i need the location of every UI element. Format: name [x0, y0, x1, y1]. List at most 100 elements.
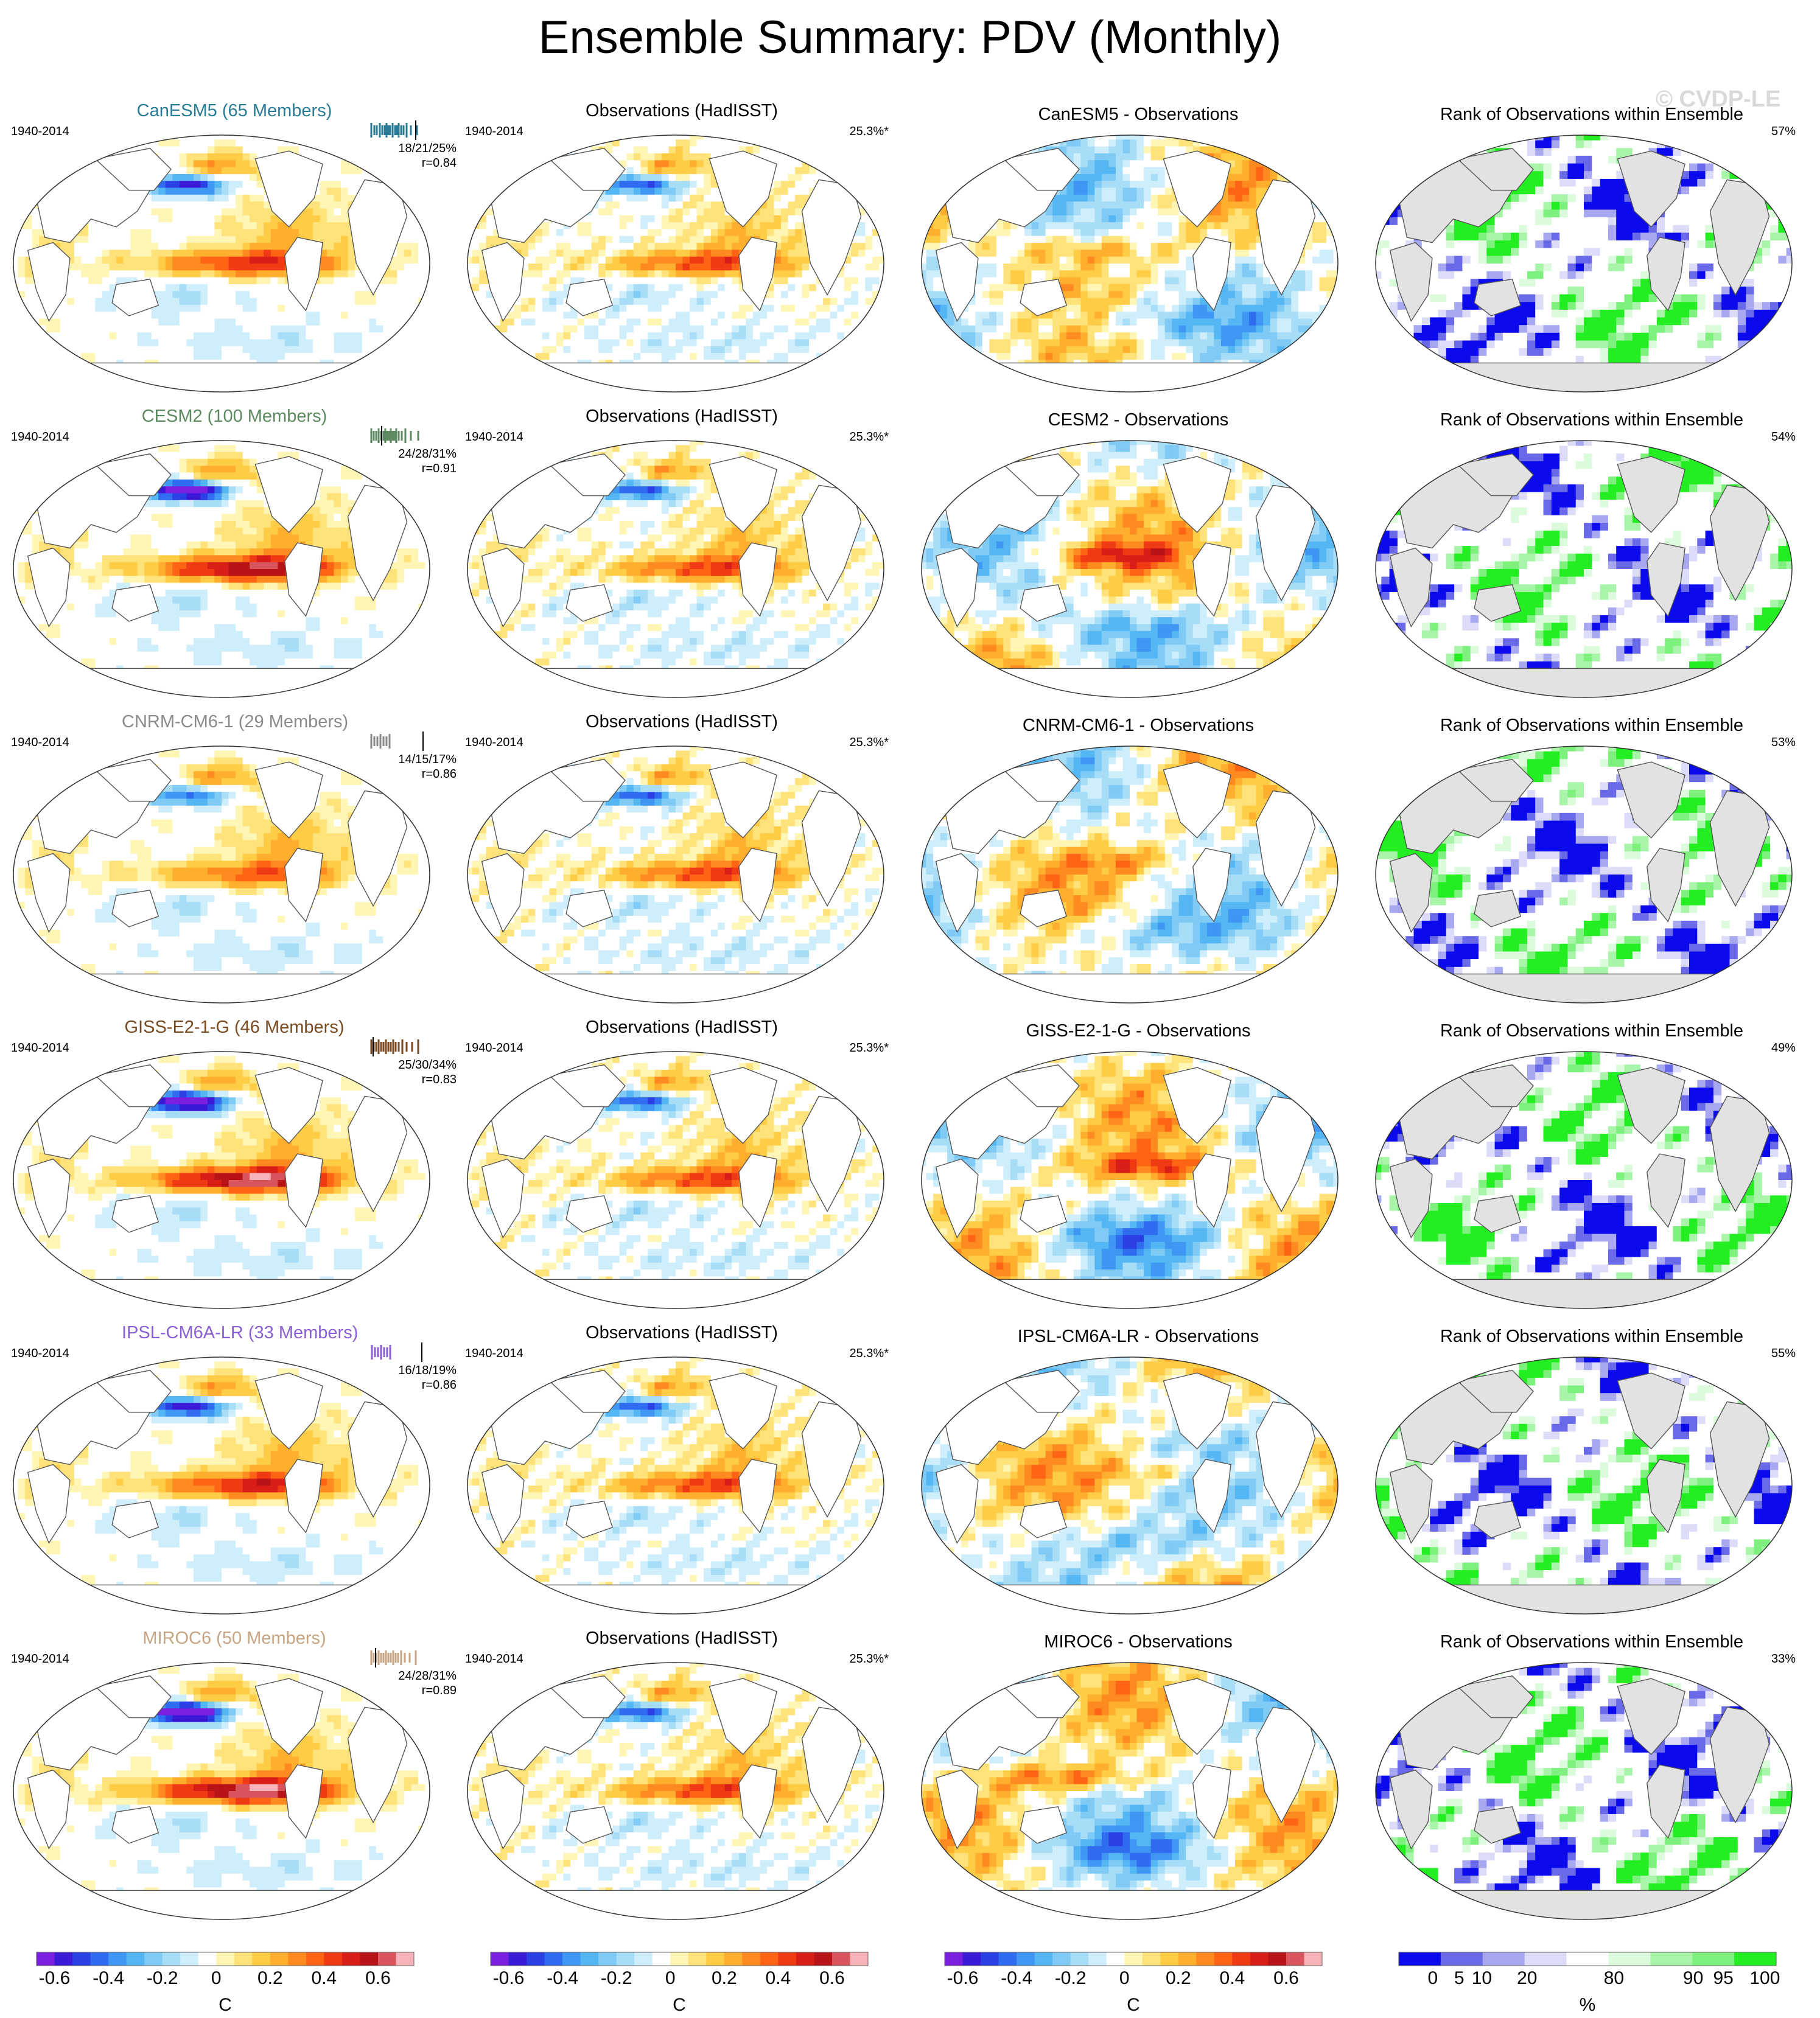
land-mask: [738, 848, 777, 923]
land-mask: [27, 242, 71, 323]
pattern-correlation: r=0.91: [341, 461, 457, 476]
land-mask: [94, 759, 172, 802]
land-mask: [1163, 761, 1231, 839]
land-mask: [1020, 890, 1068, 927]
colorbar-tick-label: 0.6: [819, 1968, 845, 1988]
land-mask: [548, 1370, 626, 1413]
colorbar-swatch: [760, 1952, 779, 1966]
period-label-obs: 1940-2014: [465, 124, 523, 139]
colorbar-swatch: [37, 1952, 55, 1966]
colorbar-observations: -0.6 -0.4 -0.2 0 0.2 0.4 0.6: [478, 1952, 880, 2013]
colorbar-tick-label: 90: [1683, 1968, 1703, 1988]
colorbar-tick-label: 20: [1517, 1968, 1537, 1988]
land-mask: [709, 761, 777, 839]
land-mask: [1474, 890, 1522, 927]
colorbar-swatch: [377, 1952, 396, 1966]
land-mask: [1389, 1769, 1433, 1850]
colorbar-tick-label: 0: [211, 1968, 222, 1988]
land-mask: [1415, 668, 1753, 697]
map-border: [921, 745, 1339, 1004]
land-mask: [1020, 584, 1068, 622]
rank-percent: 55%: [1704, 1346, 1796, 1361]
land-mask: [1163, 150, 1231, 228]
ensemble-spread-strip: [365, 731, 432, 751]
land-mask: [935, 1464, 979, 1545]
land-mask: [1020, 279, 1068, 316]
land-mask: [1647, 542, 1685, 617]
land-mask: [1617, 1067, 1685, 1144]
map-border: [467, 1356, 884, 1615]
ensemble-spread-strip: [365, 120, 432, 140]
colorbar-swatch: [998, 1952, 1017, 1966]
map-border: [13, 440, 430, 698]
colorbar-tick-label: 95: [1713, 1968, 1734, 1988]
map-border: [13, 134, 430, 393]
land-mask: [1192, 237, 1231, 312]
spread-stats: 14/15/17%: [341, 752, 457, 767]
land-mask: [1474, 1195, 1522, 1233]
period-label-obs: 1940-2014: [465, 735, 523, 750]
land-mask: [506, 973, 845, 1003]
panel-row: CNRM-CM6-1 (29 Members) 1940-2014 14/15/17…: [0, 710, 1820, 1016]
colorbar-swatch: [1070, 1952, 1089, 1966]
colorbar-swatch: [670, 1952, 689, 1966]
colorbar-tick-label: -0.2: [601, 1968, 632, 1988]
rank-percent: 57%: [1704, 124, 1796, 139]
map-border: [467, 134, 884, 393]
observations-pattern-map: [465, 1660, 886, 1922]
colorbar-unit-rank: %: [1575, 1995, 1600, 2016]
map-border: [1375, 745, 1793, 1004]
colorbar-swatch: [831, 1952, 850, 1966]
colorbar-swatch: [544, 1952, 563, 1966]
colorbar-swatch: [1524, 1952, 1567, 1966]
land-mask: [548, 148, 626, 191]
difference-title: CESM2 - Observations: [968, 408, 1309, 432]
colorbar-tick-label: 0.2: [712, 1968, 737, 1988]
colorbar-model: -0.6 -0.4 -0.2 0 0.2 0.4 0.6: [24, 1952, 426, 2013]
colorbar-tick-label: -0.2: [1055, 1968, 1087, 1988]
ensemble-spread-strip: [365, 1648, 432, 1667]
land-mask: [52, 1584, 391, 1614]
land-mask: [27, 1158, 71, 1239]
land-mask: [94, 1064, 172, 1108]
land-mask: [1163, 1372, 1231, 1450]
observations-title: Observations (HadISST): [542, 404, 822, 428]
map-border: [1375, 134, 1793, 393]
colorbar-swatch: [1734, 1952, 1777, 1966]
difference-map: [919, 438, 1340, 700]
colorbar-swatch: [527, 1952, 545, 1966]
colorbar-tick-label: 0.4: [312, 1968, 337, 1988]
colorbar-swatch: [1034, 1952, 1053, 1966]
rank-percent: 54%: [1704, 430, 1796, 444]
colorbar-tick-label: 80: [1604, 1968, 1624, 1988]
land-mask: [284, 542, 323, 617]
colorbar-tick-label: 100: [1749, 1968, 1780, 1988]
land-mask: [52, 362, 391, 392]
colorbar-swatch: [198, 1952, 217, 1966]
land-mask: [1192, 542, 1231, 617]
land-mask: [1389, 547, 1433, 628]
model-pattern-map: [11, 1049, 432, 1311]
period-label: 1940-2014: [11, 1652, 69, 1666]
land-mask: [111, 890, 159, 927]
colorbar-swatch: [814, 1952, 833, 1966]
land-mask: [481, 1769, 525, 1850]
colorbar-tick-label: -0.6: [39, 1968, 71, 1988]
difference-map: [919, 1355, 1340, 1616]
map-border: [921, 1051, 1339, 1309]
land-mask: [738, 1153, 777, 1228]
land-mask: [506, 1890, 845, 1919]
land-mask: [1456, 453, 1534, 497]
land-mask: [1474, 584, 1522, 622]
land-mask: [1415, 973, 1753, 1003]
land-mask: [481, 1464, 525, 1545]
colorbar-swatch: [850, 1952, 869, 1966]
land-mask: [1389, 242, 1433, 323]
rank-map: [1373, 1049, 1794, 1311]
land-mask: [1163, 456, 1231, 533]
map-border: [921, 440, 1339, 698]
colorbar-swatch: [1692, 1952, 1735, 1966]
land-mask: [565, 890, 614, 927]
land-mask: [548, 759, 626, 802]
colorbar-tick-label: -0.4: [93, 1968, 124, 1988]
